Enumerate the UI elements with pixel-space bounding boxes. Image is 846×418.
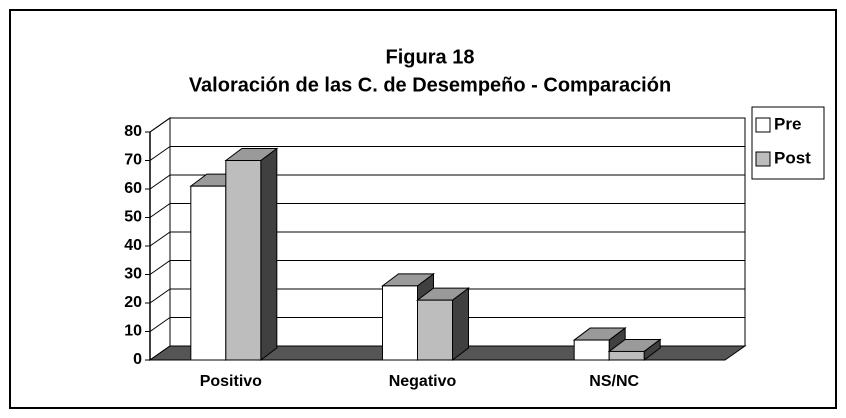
chart-subtitle: Valoración de las C. de Desempeño - Comp… <box>189 74 671 96</box>
y-tick-label: 70 <box>124 152 142 169</box>
y-tick-label: 40 <box>124 237 142 254</box>
grid-line <box>149 117 171 133</box>
bar <box>190 185 227 361</box>
grid-line <box>149 174 171 190</box>
legend-swatch <box>755 151 771 167</box>
bar-side <box>260 147 278 361</box>
y-tick-label: 50 <box>124 209 142 226</box>
bar <box>382 285 418 361</box>
y-tick-label: 30 <box>124 266 142 283</box>
grid-line <box>149 317 171 332</box>
bar <box>573 339 610 361</box>
y-tick-label: 10 <box>124 323 142 340</box>
grid-line <box>149 260 171 275</box>
grid-line <box>149 203 171 218</box>
bar <box>608 350 645 361</box>
x-tick-label: NS/NC <box>589 373 639 390</box>
legend-swatch <box>755 117 771 133</box>
chart-title: Figura 18 <box>386 46 475 68</box>
legend-label: Post <box>774 148 811 167</box>
legend-label: Pre <box>774 114 801 133</box>
y-tick-label: 60 <box>124 180 142 197</box>
y-tick-label: 20 <box>124 294 142 311</box>
bar <box>417 299 453 361</box>
y-tick-label: 0 <box>133 351 142 368</box>
x-tick-label: Positivo <box>200 373 262 390</box>
x-tick-label: Negativo <box>389 373 457 390</box>
grid-line <box>149 146 171 161</box>
y-tick-label: 80 <box>124 123 142 140</box>
grid-line <box>149 231 171 247</box>
bar <box>225 160 262 361</box>
grid-line <box>149 288 171 304</box>
